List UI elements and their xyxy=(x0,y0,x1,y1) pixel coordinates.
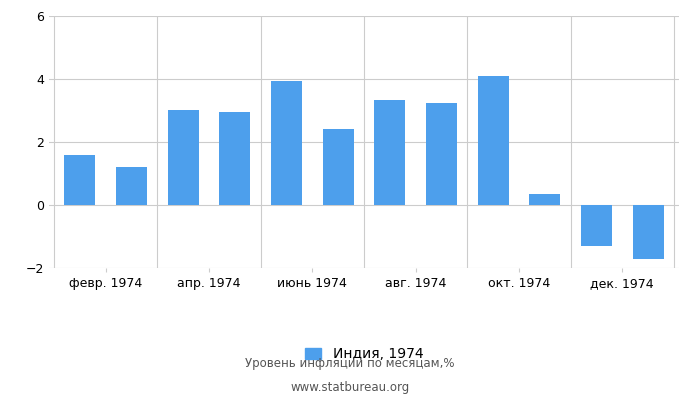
Bar xyxy=(219,112,251,205)
Bar xyxy=(477,76,509,205)
Legend: Индия, 1974: Индия, 1974 xyxy=(299,342,429,367)
Bar xyxy=(633,205,664,258)
Bar xyxy=(116,167,147,205)
Bar xyxy=(168,110,199,205)
Bar xyxy=(374,100,405,205)
Bar xyxy=(271,80,302,205)
Bar xyxy=(529,194,560,205)
Bar xyxy=(426,103,457,205)
Text: www.statbureau.org: www.statbureau.org xyxy=(290,382,410,394)
Text: Уровень инфляции по месяцам,%: Уровень инфляции по месяцам,% xyxy=(245,358,455,370)
Bar xyxy=(323,129,354,205)
Bar xyxy=(581,205,612,246)
Bar xyxy=(64,154,95,205)
